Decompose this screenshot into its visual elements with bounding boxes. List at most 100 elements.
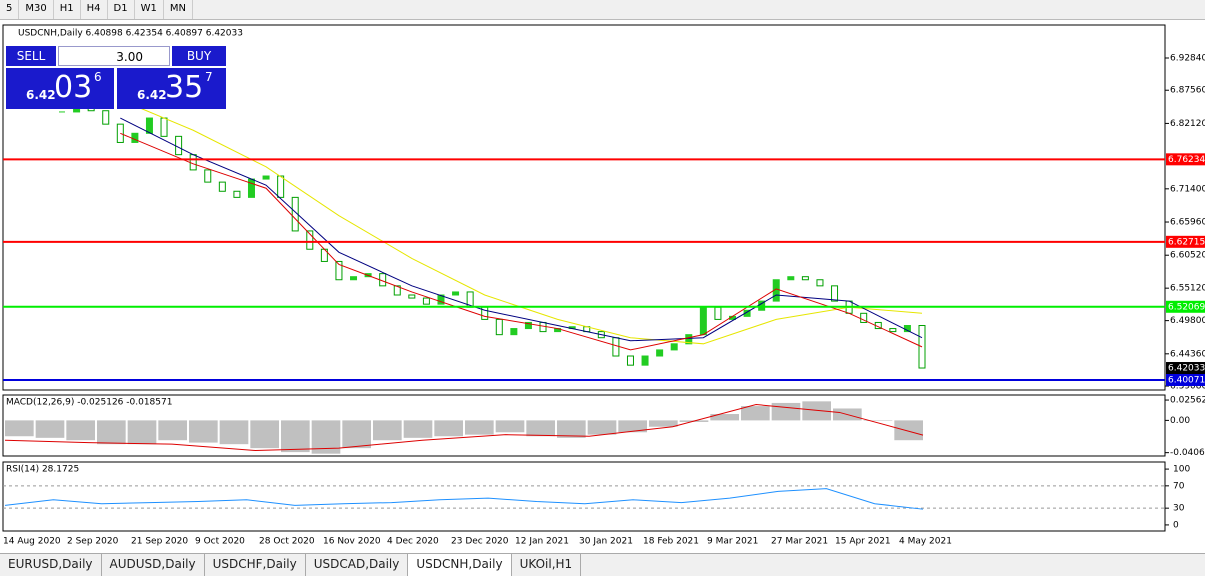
x-tick-label: 28 Oct 2020: [259, 537, 315, 547]
price-label-box: [1166, 235, 1205, 248]
candle: [641, 355, 649, 366]
candle: [422, 297, 430, 305]
timeframe-button[interactable]: W1: [135, 0, 164, 19]
pane-frame: [2, 461, 1166, 532]
pane-frame: [2, 394, 1166, 457]
candle: [889, 328, 897, 333]
macd-bar: [587, 420, 617, 435]
macd-bar: [281, 420, 310, 453]
timeframe-button[interactable]: MN: [164, 0, 193, 19]
y-tick-label: 0.00: [1170, 416, 1190, 426]
macd-bar: [771, 402, 801, 421]
candle: [510, 328, 518, 336]
lots-input[interactable]: 3.00: [58, 46, 170, 66]
candle: [539, 321, 547, 333]
timeframe-button[interactable]: H4: [81, 0, 108, 19]
x-tick-label: 15 Apr 2021: [835, 537, 891, 547]
candle: [233, 190, 241, 198]
macd-bar: [495, 420, 525, 433]
signal-line: [4, 404, 924, 452]
current-price-label: 6.42033: [1168, 364, 1205, 374]
timeframe-button[interactable]: D1: [108, 0, 135, 19]
y-tick-label: 30: [1173, 504, 1185, 514]
bid-big: 6.42: [26, 88, 56, 102]
candle: [524, 321, 532, 330]
candle: [670, 343, 678, 351]
chart-tab[interactable]: USDCAD,Daily: [306, 554, 409, 576]
ask-frac: 7: [205, 70, 213, 84]
price-label: 6.76234: [1168, 155, 1205, 165]
sell-button[interactable]: SELL: [6, 46, 56, 66]
x-tick-label: 23 Dec 2020: [451, 537, 509, 547]
macd-bar: [649, 420, 678, 427]
x-tick-label: 14 Aug 2020: [3, 537, 61, 547]
macd-bar: [465, 420, 494, 435]
price-label: 6.52069: [1168, 302, 1205, 312]
macd-bar: [373, 420, 402, 441]
macd-bar: [97, 420, 126, 445]
indicator-title: MACD(12,26,9) -0.025126 -0.018571: [6, 398, 172, 408]
candle: [247, 178, 255, 198]
macd-bar: [342, 420, 371, 449]
candle: [189, 154, 197, 171]
y-tick-label: 100: [1173, 465, 1190, 475]
x-tick-label: 2 Sep 2020: [67, 537, 119, 547]
macd-bar: [710, 414, 739, 421]
candle: [801, 276, 809, 281]
chart-tab[interactable]: AUDUSD,Daily: [102, 554, 205, 576]
buy-button[interactable]: BUY: [172, 46, 226, 66]
x-tick-label: 9 Oct 2020: [195, 537, 245, 547]
candle: [816, 279, 824, 287]
candle: [612, 337, 620, 357]
bid-frac: 6: [94, 70, 102, 84]
chart-tab[interactable]: UKOil,H1: [512, 554, 582, 576]
candle: [408, 294, 416, 299]
y-tick-label: 6.82120: [1170, 119, 1205, 129]
chart-tab[interactable]: EURUSD,Daily: [0, 554, 102, 576]
candle: [160, 117, 168, 137]
price-label: 6.40071: [1168, 375, 1205, 385]
timeframe-button[interactable]: 5: [0, 0, 20, 19]
candle: [131, 132, 139, 143]
macd-bar: [618, 420, 647, 433]
y-tick-label: -0.040680: [1170, 448, 1205, 458]
macd-bar: [189, 420, 218, 443]
chart-tab[interactable]: USDCNH,Daily: [408, 554, 512, 576]
ask-price[interactable]: 6.42 35 7: [117, 68, 226, 109]
price-label-box: [1166, 153, 1205, 166]
candle: [393, 285, 401, 296]
x-tick-label: 27 Mar 2021: [771, 537, 828, 547]
timeframe-button[interactable]: H1: [54, 0, 81, 19]
candle: [175, 135, 183, 156]
chart-title: USDCNH,Daily 6.40898 6.42354 6.40897 6.4…: [18, 29, 243, 39]
x-tick-label: 12 Jan 2021: [515, 537, 569, 547]
x-tick-label: 21 Sep 2020: [131, 537, 188, 547]
y-tick-label: 6.60520: [1170, 251, 1205, 261]
macd-bar: [434, 420, 463, 437]
y-tick-label: 6.71400: [1170, 184, 1205, 194]
macd-bar: [35, 420, 65, 438]
candle: [685, 334, 693, 345]
price-label-box: [1166, 373, 1205, 386]
ask-pips: 35: [165, 70, 204, 105]
chart-tab[interactable]: USDCHF,Daily: [205, 554, 306, 576]
macd-bar: [557, 420, 586, 438]
bid-price[interactable]: 6.42 03 6: [6, 68, 114, 109]
candle: [860, 312, 868, 323]
y-tick-label: 6.55120: [1170, 284, 1205, 294]
timeframe-button[interactable]: M30: [19, 0, 54, 19]
trade-panel: SELL 3.00 BUY 6.42 03 6 6.42 35 7: [6, 46, 226, 109]
macd-bar: [219, 420, 249, 445]
pane-frame: [2, 24, 1166, 391]
tab-bar: EURUSD,Daily AUDUSD,Daily USDCHF,Daily USDC…: [0, 553, 1205, 576]
rsi-line: [4, 488, 924, 510]
candle: [262, 175, 270, 180]
candle: [277, 175, 285, 198]
macd-bar: [127, 420, 157, 445]
y-tick-label: 6.92840: [1170, 54, 1205, 64]
macd-bar: [158, 420, 187, 441]
price-label: 6.62715: [1168, 237, 1205, 247]
price-label-box: [1166, 300, 1205, 313]
macd-bar: [403, 420, 433, 438]
macd-bar: [250, 420, 279, 449]
